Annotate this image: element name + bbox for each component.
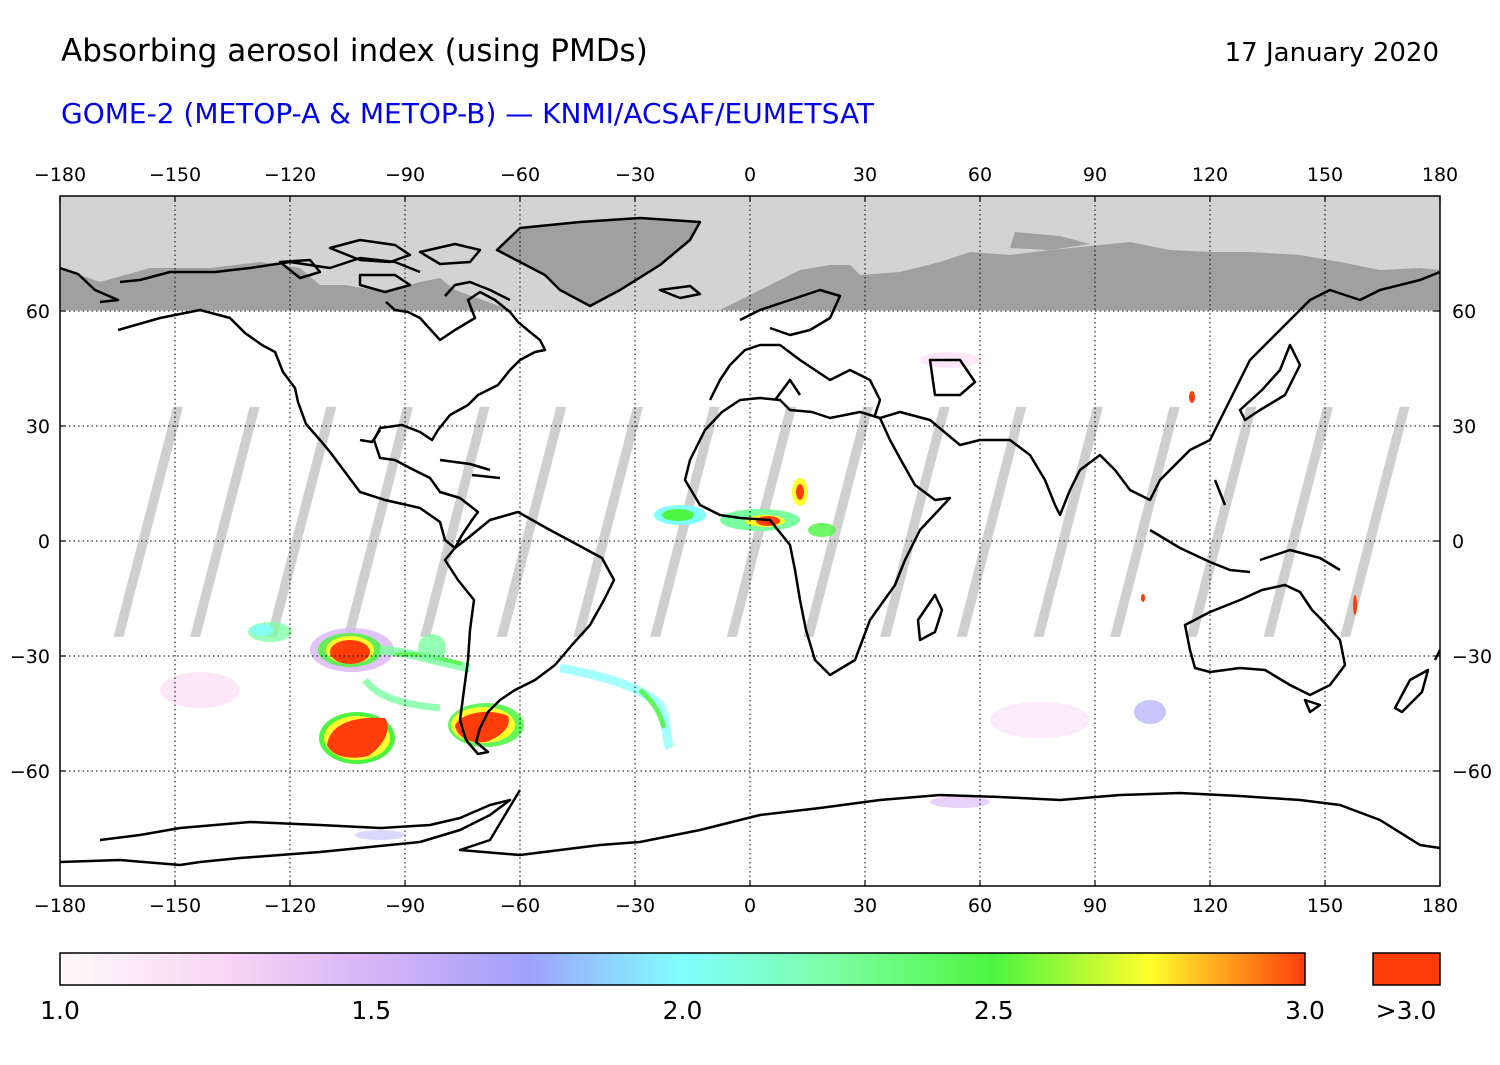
- orbit-gap-stripe: [113, 406, 183, 637]
- lon-tick-label-top: 0: [744, 164, 756, 186]
- orbit-gap-stripe: [956, 406, 1027, 637]
- colorbar-over-box: [1372, 952, 1441, 986]
- lon-tick-label-top: 90: [1083, 164, 1107, 186]
- orbit-gap-stripe: [1263, 406, 1333, 637]
- lon-tick-label-bottom: −90: [385, 895, 425, 917]
- lon-tick-label-top: 60: [968, 164, 992, 186]
- map-area: [60, 196, 1440, 886]
- lat-tick-label-left: 0: [38, 531, 50, 553]
- lon-tick-label-bottom: 60: [968, 895, 992, 917]
- lon-tick-label-bottom: 0: [744, 895, 756, 917]
- lon-tick-label-bottom: −120: [264, 895, 316, 917]
- colorbar-tick-label: 3.0: [1285, 996, 1325, 1025]
- date-label: 17 January 2020: [1224, 38, 1439, 68]
- lon-tick-label-top: −30: [615, 164, 655, 186]
- lat-tick-label-right: 60: [1452, 301, 1476, 323]
- orbit-gap-stripe: [266, 406, 337, 637]
- colorbar-tick-label: 2.0: [663, 996, 703, 1025]
- map-title: Absorbing aerosol index (using PMDs): [61, 33, 648, 69]
- lat-tick-label-right: 0: [1452, 531, 1464, 553]
- colorbar-tick-labels: 1.0 1.5 2.0 2.5 3.0: [40, 996, 1325, 1025]
- patagonia-smoke-core: [455, 711, 509, 743]
- colorbar-tick-label: 2.5: [974, 996, 1014, 1025]
- subtitle: GOME-2 (METOP-A & METOP-B) — KNMI/ACSAF/…: [61, 97, 875, 130]
- lon-tick-label-top: 120: [1192, 164, 1228, 186]
- lon-tick-label-bottom: −60: [500, 895, 540, 917]
- orbit-gap-stripe: [1186, 406, 1257, 637]
- polar-land-shading: [60, 218, 1440, 310]
- lon-tick-label-bottom: 150: [1307, 895, 1343, 917]
- lat-tick-label-left: 60: [26, 301, 50, 323]
- lat-tick-label-right: −60: [1452, 761, 1492, 783]
- colorbar: 1.0 1.5 2.0 2.5 3.0 >3.0: [40, 952, 1441, 1025]
- axis-ticks: −180 −180 −150 −150 −120 −120 −90 −90 −60 −60 −30 −…: [10, 164, 1492, 917]
- colorbar-gradient: [59, 952, 1306, 986]
- central-pacific-smoke-core: [330, 640, 370, 664]
- orbit-gap-stripe: [343, 406, 413, 637]
- southeast-pacific-smoke-core: [327, 717, 388, 758]
- lat-tick-label-left: 30: [26, 416, 50, 438]
- lon-tick-label-bottom: 120: [1192, 895, 1228, 917]
- lon-tick-label-top: 180: [1422, 164, 1458, 186]
- lat-tick-label-right: 30: [1452, 416, 1476, 438]
- gridlines: [60, 196, 1440, 886]
- orbit-gap-stripe: [803, 406, 873, 637]
- lon-tick-label-top: 30: [853, 164, 877, 186]
- orbit-gap-stripe: [190, 406, 260, 637]
- colorbar-tick-label: 1.0: [40, 996, 80, 1025]
- aerosol-plumes: [160, 352, 1357, 840]
- lon-tick-label-top: −60: [500, 164, 540, 186]
- lon-tick-label-bottom: 90: [1083, 895, 1107, 917]
- lon-tick-label-bottom: −180: [34, 895, 86, 917]
- lon-tick-label-top: −90: [385, 164, 425, 186]
- lon-tick-label-top: −150: [149, 164, 201, 186]
- lon-tick-label-top: 150: [1307, 164, 1343, 186]
- orbit-gap-stripe: [496, 406, 567, 637]
- lon-tick-label-bottom: −30: [615, 895, 655, 917]
- lat-tick-label-left: −30: [10, 646, 50, 668]
- lon-tick-label-top: −120: [264, 164, 316, 186]
- lon-tick-label-bottom: −150: [149, 895, 201, 917]
- lon-tick-label-bottom: 180: [1422, 895, 1458, 917]
- lon-tick-label-bottom: 30: [853, 895, 877, 917]
- lat-tick-label-left: −60: [10, 761, 50, 783]
- colorbar-tick-label: 1.5: [351, 996, 391, 1025]
- orbit-gap-stripe: [573, 406, 643, 637]
- lon-tick-label-top: −180: [34, 164, 86, 186]
- coastlines: [60, 216, 1440, 867]
- orbit-gap-stripe: [1340, 406, 1410, 637]
- lat-tick-label-right: −30: [1452, 646, 1492, 668]
- orbit-gap-stripe: [1110, 406, 1180, 637]
- colorbar-over-label: >3.0: [1376, 996, 1437, 1025]
